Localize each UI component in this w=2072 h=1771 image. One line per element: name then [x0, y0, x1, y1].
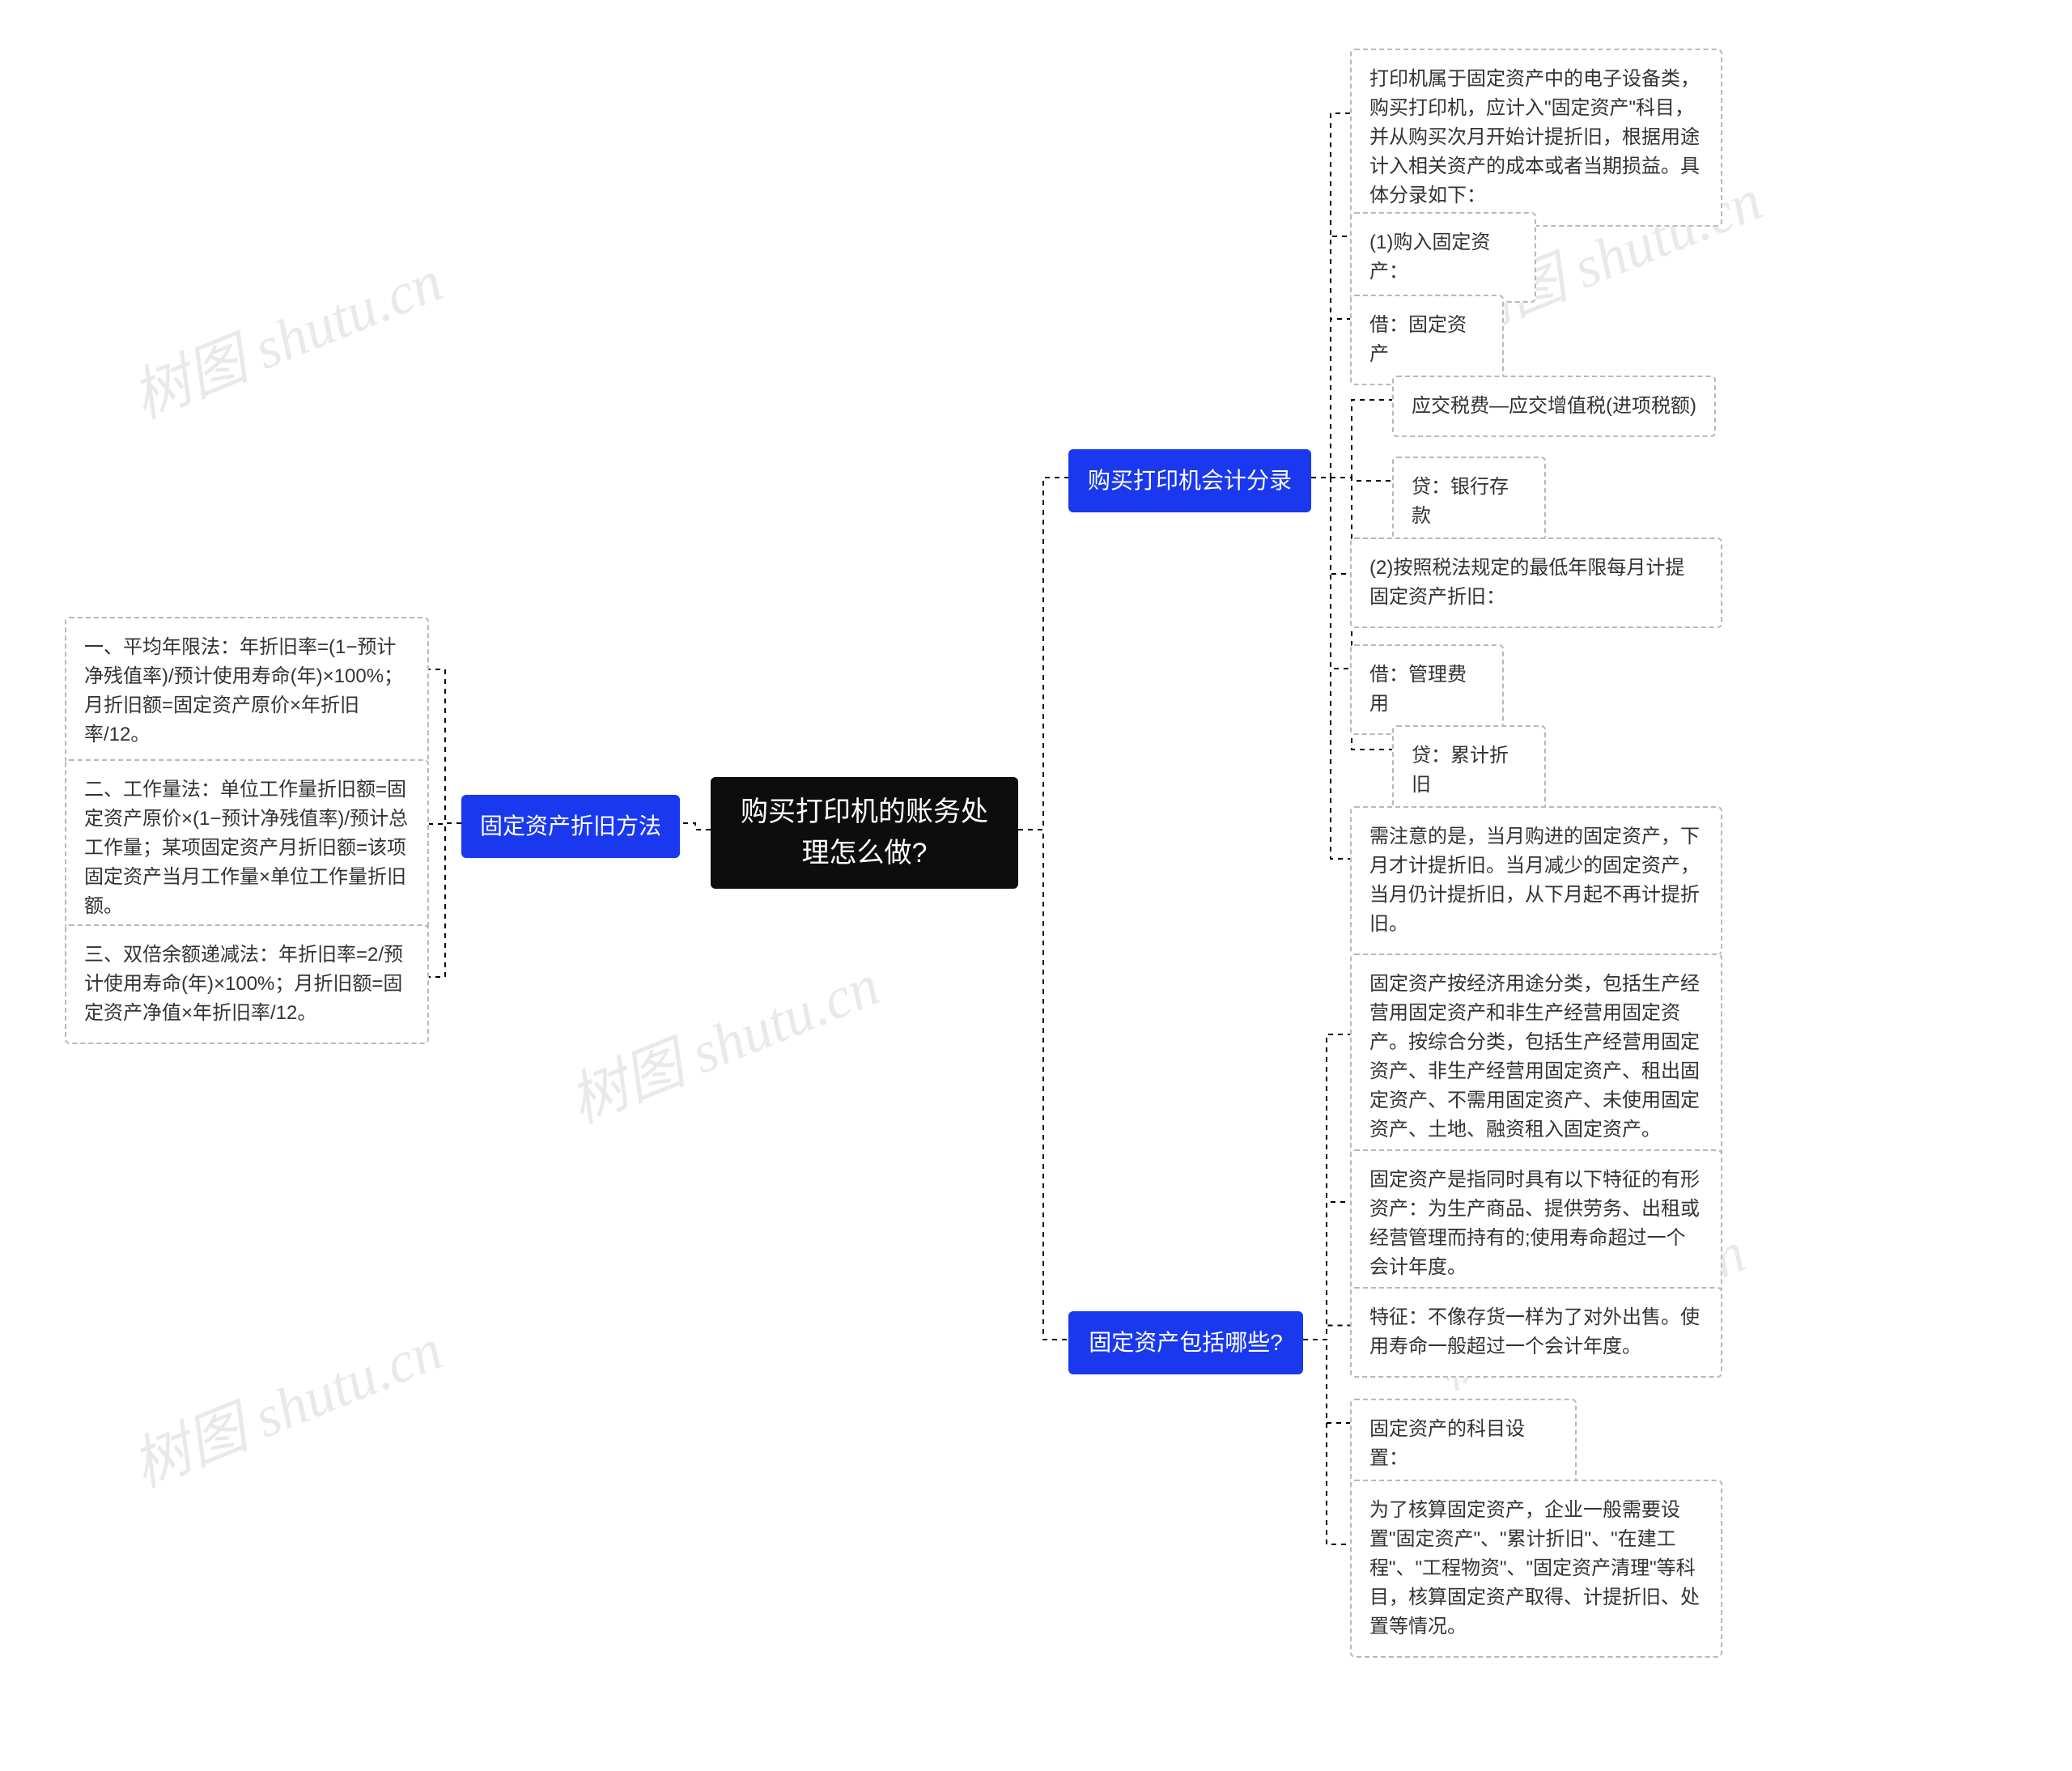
leaf-right-0-5: (2)按照税法规定的最低年限每月计提固定资产折旧： [1350, 537, 1722, 628]
leaf-right-1-4: 为了核算固定资产，企业一般需要设置"固定资产"、"累计折旧"、"在建工程"、"工… [1350, 1480, 1722, 1658]
watermark: 树图 shutu.cn [554, 937, 890, 1139]
branch-accounting-entries: 购买打印机会计分录 [1068, 449, 1311, 512]
leaf-right-0-6: 借：管理费用 [1350, 644, 1504, 735]
leaf-right-0-0: 打印机属于固定资产中的电子设备类，购买打印机，应计入"固定资产"科目，并从购买次… [1350, 49, 1722, 227]
leaf-right-1-0: 固定资产按经济用途分类，包括生产经营用固定资产和非生产经营用固定资产。按综合分类… [1350, 953, 1722, 1161]
leaf-right-1-1: 固定资产是指同时具有以下特征的有形资产：为生产商品、提供劳务、出租或经营管理而持… [1350, 1149, 1722, 1298]
branch-depreciation-methods: 固定资产折旧方法 [461, 795, 680, 858]
branch-fixed-assets-include: 固定资产包括哪些? [1068, 1311, 1303, 1374]
leaf-depreciation-1: 二、工作量法：单位工作量折旧额=固定资产原价×(1−预计净残值率)/预计总工作量… [65, 759, 429, 937]
leaf-right-0-1: (1)购入固定资产： [1350, 212, 1536, 303]
watermark: 树图 shutu.cn [117, 233, 452, 435]
watermark: 树图 shutu.cn [117, 1302, 452, 1503]
leaf-right-1-2: 特征：不像存货一样为了对外出售。使用寿命一般超过一个会计年度。 [1350, 1287, 1722, 1378]
leaf-depreciation-0: 一、平均年限法：年折旧率=(1−预计净残值率)/预计使用寿命(年)×100%；月… [65, 617, 429, 766]
leaf-right-0-3: 应交税费—应交增值税(进项税额) [1392, 376, 1716, 437]
leaf-depreciation-2: 三、双倍余额递减法：年折旧率=2/预计使用寿命(年)×100%；月折旧额=固定资… [65, 924, 429, 1044]
leaf-right-0-8: 需注意的是，当月购进的固定资产，下月才计提折旧。当月减少的固定资产，当月仍计提折… [1350, 806, 1722, 955]
root-node: 购买打印机的账务处理怎么做? [711, 777, 1018, 889]
leaf-right-0-2: 借：固定资产 [1350, 295, 1504, 385]
leaf-right-0-4: 贷：银行存款 [1392, 457, 1546, 547]
leaf-right-1-3: 固定资产的科目设置： [1350, 1399, 1577, 1489]
leaf-right-0-7: 贷：累计折旧 [1392, 725, 1546, 816]
